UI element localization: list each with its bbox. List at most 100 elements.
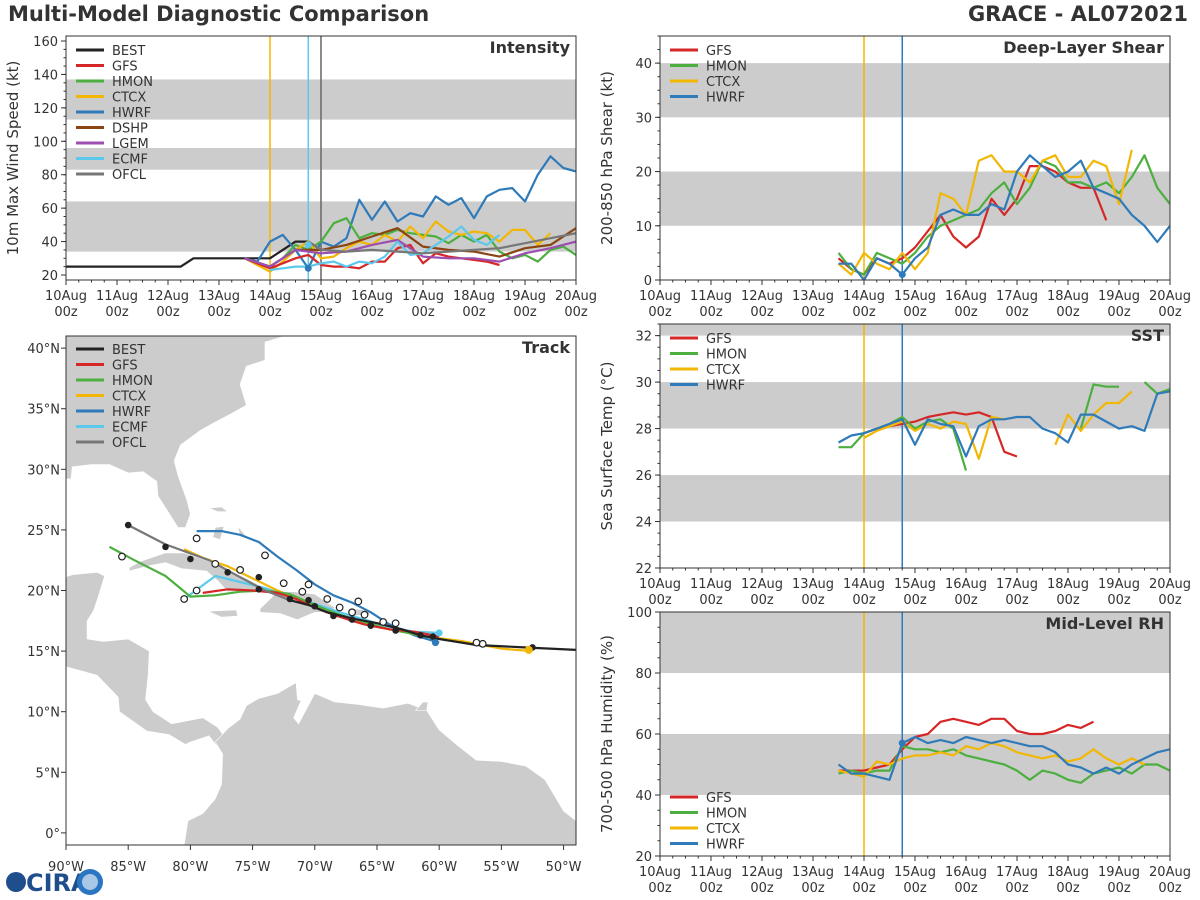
rh-band xyxy=(660,734,1170,795)
shear-xtick-label: 00z xyxy=(801,305,825,320)
rh-xtick-label: 00z xyxy=(1056,881,1080,896)
rh-xtick-label: 00z xyxy=(1107,881,1131,896)
rh-xtick-label: 00z xyxy=(903,881,927,896)
track-legend-label-best: BEST xyxy=(112,343,145,358)
track-marker-open xyxy=(348,608,356,617)
track-legend-label-gfs: GFS xyxy=(112,359,138,374)
track-legend-label-ctcx: CTCX xyxy=(112,390,146,405)
logo-seal-inner xyxy=(82,874,98,890)
track-marker-open xyxy=(391,619,400,628)
rh-legend-label-gfs: GFS xyxy=(706,791,732,806)
shear-series-group xyxy=(837,149,1170,280)
shear-ytick-label: 0 xyxy=(644,274,652,289)
shear-series-ctcx xyxy=(837,149,1133,276)
track-legend-label-ecmf: ECMF xyxy=(112,421,148,436)
shear-xtick-label: 20Aug xyxy=(1149,289,1191,304)
shear-xtick-label: 16Aug xyxy=(945,289,987,304)
intensity-title: Intensity xyxy=(490,38,571,57)
intensity-legend-label-best: BEST xyxy=(112,44,145,59)
intensity-ylabel: 10m Max Wind Speed (kt) xyxy=(4,61,22,256)
intensity-xtick-label: 00z xyxy=(462,305,486,320)
track-marker-filled xyxy=(392,627,399,634)
shear-xtick-label: 00z xyxy=(1005,305,1029,320)
track-xtick-label: 50°W xyxy=(546,860,582,875)
rh-legend-label-hmon: HMON xyxy=(706,807,747,822)
rh-xtick-label: 00z xyxy=(1158,881,1182,896)
rh-legend-label-ctcx: CTCX xyxy=(706,822,740,837)
track-marker-filled xyxy=(224,569,232,576)
rh-xtick-label: 15Aug xyxy=(894,865,936,880)
rh-xtick-label: 10Aug xyxy=(639,865,681,880)
track-xtick-label: 55°W xyxy=(483,860,519,875)
track-marker-ctcx-start xyxy=(524,645,533,654)
shear-ytick-label: 40 xyxy=(635,57,652,72)
intensity-ytick-label: 160 xyxy=(33,35,58,50)
track-marker-open xyxy=(478,639,487,648)
sst-ytick-label: 30 xyxy=(635,376,652,391)
intensity-legend-label-dshp: DSHP xyxy=(112,122,148,137)
shear-xtick-label: 00z xyxy=(1158,305,1182,320)
track-marker-open xyxy=(118,552,126,561)
track-marker-filled xyxy=(124,521,132,529)
intensity-xtick-label: 00z xyxy=(105,305,129,320)
shear-series-hwrf xyxy=(838,154,1170,280)
shear-ytick-label: 20 xyxy=(635,166,652,181)
sst-series-group xyxy=(837,381,1170,471)
track-ytick-label: 0° xyxy=(45,827,60,842)
track-xtick-label: 65°W xyxy=(359,860,395,875)
sst-xtick-label: 16Aug xyxy=(945,577,987,592)
sst-xtick-label: 00z xyxy=(954,593,978,608)
rh-series-gfs xyxy=(838,717,1094,772)
track-ytick-label: 10°N xyxy=(27,706,60,721)
rh-ytick-label: 20 xyxy=(635,850,652,865)
intensity-xtick-label: 17Aug xyxy=(402,289,444,304)
rh-ytick-label: 80 xyxy=(635,667,652,682)
rh-xtick-label: 16Aug xyxy=(945,865,987,880)
track-marker-open xyxy=(360,610,369,619)
intensity-legend-label-ecmf: ECMF xyxy=(112,153,148,168)
track-ytick-label: 40°N xyxy=(27,342,60,357)
intensity-ytick-label: 120 xyxy=(33,102,58,117)
shear-xtick-label: 00z xyxy=(648,305,672,320)
sst-legend-label-gfs: GFS xyxy=(706,332,732,347)
intensity-legend-label-ofcl: OFCL xyxy=(112,168,147,183)
track-marker-open xyxy=(472,638,481,647)
track-legend-label-hmon: HMON xyxy=(112,374,153,389)
sst-title: SST xyxy=(1131,326,1164,345)
track-marker-ecmf-start xyxy=(435,629,443,637)
jamaica-land xyxy=(210,609,239,618)
track-xtick-label: 90°W xyxy=(48,860,84,875)
rh-title: Mid-Level RH xyxy=(1045,614,1164,633)
track-marker-open xyxy=(180,595,189,603)
shear-band xyxy=(660,171,1170,226)
track-legend-label-hwrf: HWRF xyxy=(112,405,151,420)
intensity-xtick-label: 00z xyxy=(258,305,282,320)
sst-xtick-label: 00z xyxy=(1005,593,1029,608)
track-marker-filled xyxy=(417,632,424,639)
shear-xtick-label: 00z xyxy=(954,305,978,320)
sst-ylabel: Sea Surface Temp (°C) xyxy=(598,361,616,530)
sst-ytick-label: 28 xyxy=(635,423,652,438)
rh-xtick-label: 11Aug xyxy=(690,865,732,880)
intensity-xtick-label: 18Aug xyxy=(453,289,495,304)
storm-id-title: GRACE - AL072021 xyxy=(967,2,1188,26)
intensity-legend-label-hmon: HMON xyxy=(112,75,153,90)
intensity-xtick-label: 00z xyxy=(564,305,588,320)
shear-legend-label-ctcx: CTCX xyxy=(706,75,740,90)
sst-legend-label-hwrf: HWRF xyxy=(706,379,745,394)
shear-xtick-label: 17Aug xyxy=(996,289,1038,304)
sst-series-hwrf xyxy=(837,390,1170,458)
track-marker-filled xyxy=(255,573,263,581)
intensity-ytick-label: 20 xyxy=(41,269,58,284)
track-marker-filled xyxy=(330,612,337,620)
track-marker-filled xyxy=(311,602,319,610)
intensity-xtick-label: 00z xyxy=(207,305,231,320)
sst-xtick-label: 00z xyxy=(648,593,672,608)
track-marker-open xyxy=(236,565,245,574)
sst-xtick-label: 00z xyxy=(852,593,876,608)
track-xtick-label: 80°W xyxy=(172,860,208,875)
shear-ytick-label: 30 xyxy=(635,111,652,126)
